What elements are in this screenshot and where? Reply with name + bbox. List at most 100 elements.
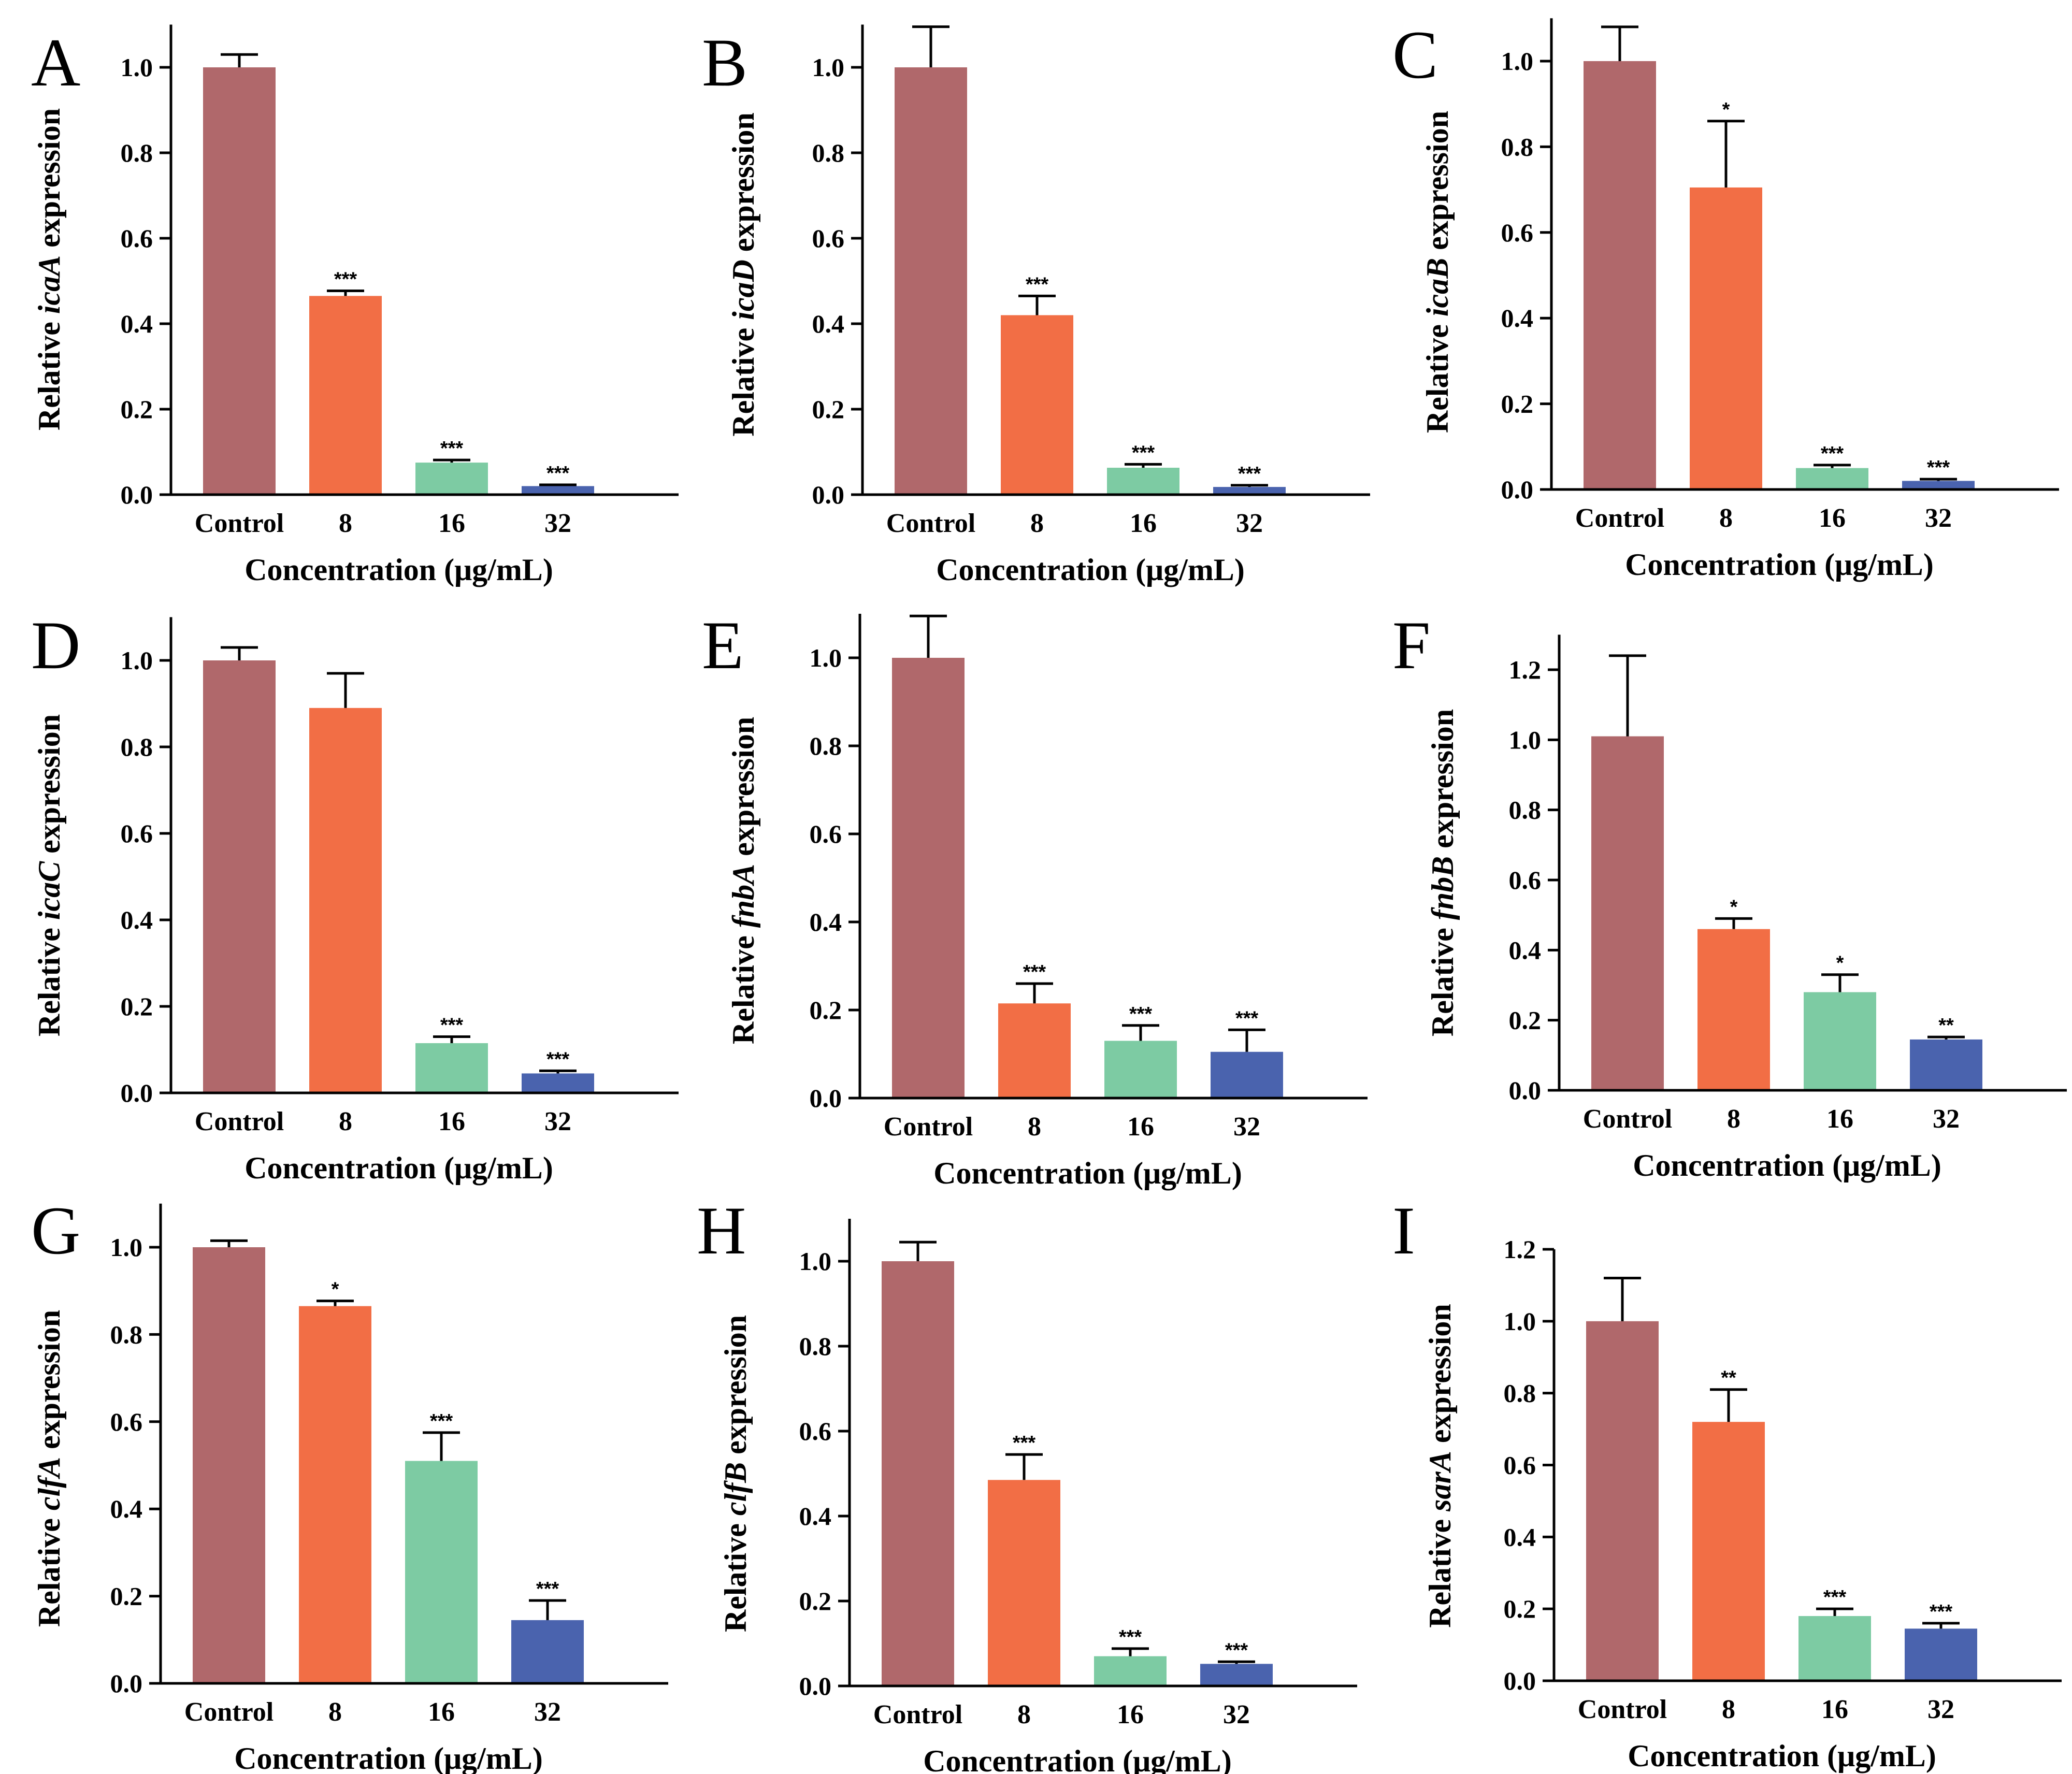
y-tick-label: 0.8	[810, 731, 842, 760]
bar-16	[415, 463, 488, 494]
y-axis-title: Relative icaC expression	[32, 714, 66, 1036]
y-tick-label: 1.0	[121, 646, 153, 675]
y-tick-label: 0.0	[812, 480, 845, 509]
y-tick-label: 0.6	[1509, 866, 1542, 895]
panel-letter: B	[702, 24, 747, 100]
bar-control	[1591, 736, 1664, 1089]
y-axis-title: Relative fnbB expression	[1426, 709, 1460, 1036]
gene-name: icaC	[32, 861, 66, 920]
y-tick-label: 0.2	[810, 996, 842, 1025]
significance-marker: ***	[1119, 1626, 1142, 1648]
significance-marker: ***	[546, 463, 570, 484]
y-tick-label: 0.2	[1501, 390, 1534, 419]
significance-marker: ***	[334, 268, 357, 290]
significance-marker: ***	[440, 1014, 464, 1036]
gene-name: icaA	[32, 255, 66, 314]
panel-H: H 0.0 0.2 0.4 0.6 0.8 1.0 Control *** 8 *** 16 *** 32…	[697, 1192, 1357, 1774]
panel-C: C 0.0 0.2 0.4 0.6 0.8 1.0 Control * 8 *** 16 *** 32 Co…	[1392, 17, 2059, 582]
bar-control	[882, 1261, 954, 1685]
gene-name: clfB	[718, 1462, 753, 1516]
y-tick-label: 0.4	[1501, 304, 1534, 333]
y-axis-title: Relative clfA expression	[32, 1310, 66, 1627]
x-tick-label: 8	[328, 1697, 342, 1727]
y-axis-title: Relative icaB expression	[1420, 111, 1455, 433]
y-tick-label: 0.0	[799, 1671, 832, 1700]
bar-32	[1905, 1628, 1977, 1680]
x-axis-title: Concentration (μg/mL)	[923, 1744, 1232, 1774]
significance-marker: ***	[1023, 961, 1046, 983]
panel-letter: F	[1392, 607, 1430, 683]
x-tick-label: 32	[1925, 503, 1952, 533]
x-tick-label: Control	[195, 509, 284, 538]
x-axis-title: Concentration (μg/mL)	[936, 553, 1245, 587]
bar-32	[1213, 487, 1286, 494]
bar-8	[988, 1480, 1060, 1685]
x-tick-label: 16	[438, 509, 465, 538]
y-tick-label: 0.0	[1504, 1666, 1536, 1695]
y-axis-title: Relative sarA expression	[1423, 1304, 1457, 1628]
y-tick-label: 0.6	[110, 1407, 143, 1436]
y-tick-label: 0.2	[1509, 1006, 1542, 1035]
bar-16	[415, 1043, 488, 1092]
panel-I: I 0.0 0.2 0.4 0.6 0.8 1.0 1.2 Control ** 8 *** 16 ***…	[1392, 1192, 2062, 1773]
x-axis-title: Concentration (μg/mL)	[1628, 1739, 1936, 1773]
bar-32	[1902, 481, 1975, 488]
bar-32	[1910, 1039, 1982, 1089]
bar-8	[309, 708, 382, 1092]
gene-name: sarA	[1423, 1451, 1457, 1512]
x-tick-label: 8	[1719, 503, 1733, 533]
y-tick-label: 0.2	[1504, 1594, 1536, 1623]
bar-8	[299, 1306, 371, 1682]
bar-8	[1697, 929, 1770, 1089]
x-axis-title: Concentration (μg/mL)	[244, 553, 553, 587]
bar-16	[1104, 1041, 1177, 1097]
significance-marker: ***	[1225, 1639, 1248, 1661]
y-tick-label: 0.4	[110, 1494, 143, 1523]
bar-control	[203, 660, 276, 1092]
y-tick-label: 1.2	[1509, 655, 1542, 684]
panel-letter: I	[1392, 1192, 1415, 1268]
panel-letter: A	[31, 24, 80, 100]
x-tick-label: 8	[1722, 1695, 1735, 1724]
x-tick-label: 16	[1130, 509, 1157, 538]
x-axis-title: Concentration (μg/mL)	[244, 1151, 553, 1185]
y-tick-label: 0.2	[121, 992, 153, 1021]
y-axis-title: Relative clfB expression	[718, 1315, 753, 1632]
y-tick-label: 0.0	[121, 480, 153, 509]
panel-letter: H	[697, 1192, 746, 1268]
x-tick-label: 32	[1236, 509, 1263, 538]
y-tick-label: 0.2	[812, 395, 845, 424]
x-tick-label: 16	[1117, 1700, 1144, 1729]
y-tick-label: 0.8	[121, 138, 153, 167]
x-axis-title: Concentration (μg/mL)	[1633, 1148, 1941, 1182]
y-tick-label: 0.6	[121, 224, 153, 253]
significance-marker: ***	[440, 438, 464, 459]
x-tick-label: Control	[1583, 1104, 1672, 1134]
bar-control	[892, 658, 965, 1097]
gene-name: clfA	[32, 1457, 66, 1510]
significance-marker: ***	[430, 1410, 453, 1432]
panel-A: A 0.0 0.2 0.4 0.6 0.8 1.0 Control *** 8 *** 16 *** 32…	[31, 24, 679, 587]
bar-16	[1094, 1656, 1167, 1685]
significance-marker: *	[332, 1279, 339, 1301]
gene-name: fnbB	[1426, 856, 1460, 920]
y-tick-label: 1.0	[1501, 47, 1534, 76]
bar-8	[1692, 1422, 1765, 1680]
bar-8	[998, 1003, 1071, 1097]
bar-16	[1798, 1616, 1871, 1680]
y-axis-title: Relative icaA expression	[32, 108, 66, 430]
x-axis-title: Concentration (μg/mL)	[1625, 547, 1934, 582]
y-tick-label: 1.0	[121, 53, 153, 82]
bar-control	[1584, 61, 1656, 488]
x-axis-title: Concentration (μg/mL)	[933, 1156, 1242, 1190]
x-tick-label: 32	[544, 1107, 571, 1136]
significance-marker: *	[1836, 953, 1844, 974]
significance-marker: ***	[1238, 463, 1261, 485]
x-tick-label: 16	[428, 1697, 455, 1727]
y-tick-label: 0.4	[812, 309, 845, 338]
y-tick-label: 0.0	[810, 1084, 842, 1113]
bar-8	[309, 296, 382, 494]
bar-32	[522, 486, 594, 494]
y-tick-label: 0.8	[1504, 1379, 1536, 1408]
y-tick-label: 0.8	[799, 1332, 832, 1361]
